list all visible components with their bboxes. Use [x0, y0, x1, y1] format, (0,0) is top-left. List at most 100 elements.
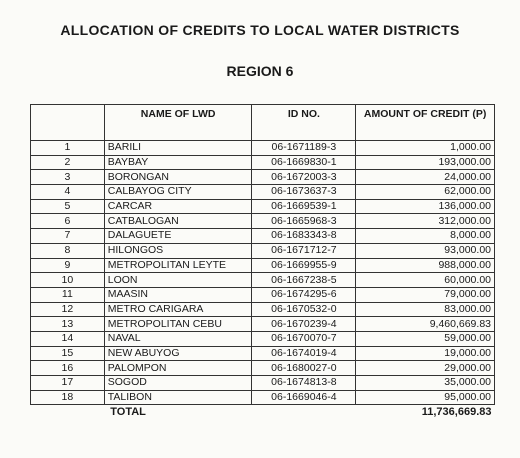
row-id-number: 06-1669830-1 [251, 154, 357, 171]
table-row: 9 METROPOLITAN LEYTE 06-1669955-9 988,000.0… [30, 257, 495, 274]
row-amount: 93,000.00 [355, 242, 495, 259]
table-row: 5 CARCAR 06-1669539-1 136,000.00 [30, 198, 495, 215]
table-row: 12 METRO CARIGARA 06-1670532-0 83,000.00 [30, 301, 495, 318]
row-id-number: 06-1665968-3 [251, 213, 357, 230]
row-id-number: 06-1670239-4 [251, 316, 357, 332]
row-id-number: 06-1680027-0 [251, 360, 357, 376]
row-amount: 60,000.00 [355, 272, 495, 288]
table-row: 16 PALOMPON 06-1680027-0 29,000.00 [30, 360, 495, 376]
total-spacer [31, 405, 105, 419]
total-spacer-2 [252, 405, 356, 419]
row-number: 11 [30, 286, 105, 303]
row-number: 18 [30, 389, 105, 406]
table-row: 18 TALIBON 06-1669046-4 95,000.00 [30, 389, 495, 406]
row-lwd-name: BAYBAY [103, 154, 253, 171]
row-number: 13 [30, 316, 105, 332]
table-row: 6 CATBALOGAN 06-1665968-3 312,000.00 [30, 213, 495, 230]
row-number: 15 [30, 345, 105, 362]
row-number: 17 [30, 375, 105, 391]
total-amount: 11,736,669.83 [421, 405, 492, 418]
row-id-number: 06-1673637-3 [251, 184, 357, 200]
row-number: 5 [30, 198, 105, 215]
row-id-number: 06-1670532-0 [251, 301, 357, 318]
table-row: 11 MAASIN 06-1674295-6 79,000.00 [30, 286, 495, 303]
row-amount: 95,000.00 [355, 389, 495, 406]
row-id-number: 06-1667238-5 [251, 272, 357, 288]
row-number: 2 [30, 154, 105, 171]
row-number: 1 [30, 140, 105, 156]
row-number: 3 [30, 169, 105, 186]
row-amount: 59,000.00 [355, 330, 495, 347]
row-id-number: 06-1674295-6 [251, 286, 357, 303]
table-row: 13 METROPOLITAN CEBU 06-1670239-4 9,460,669… [30, 316, 495, 332]
row-id-number: 06-1669046-4 [251, 389, 357, 406]
row-id-number: 06-1669539-1 [251, 198, 357, 215]
row-amount: 1,000.00 [355, 140, 495, 156]
row-lwd-name: BORONGAN [103, 169, 253, 186]
document-title: ALLOCATION OF CREDITS TO LOCAL WATER DIS… [60, 22, 460, 38]
row-lwd-name: NAVAL [103, 330, 253, 347]
row-number: 4 [30, 184, 105, 200]
row-lwd-name: CATBALOGAN [103, 213, 253, 230]
table-row: 10 LOON 06-1667238-5 60,000.00 [30, 272, 495, 288]
row-lwd-name: DALAGUETE [103, 228, 253, 244]
row-lwd-name: METROPOLITAN CEBU [103, 316, 253, 332]
row-number: 14 [30, 330, 105, 347]
row-number: 9 [30, 257, 105, 274]
row-amount: 24,000.00 [355, 169, 495, 186]
row-number: 12 [30, 301, 105, 318]
header-id: ID NO. [251, 104, 357, 141]
row-amount: 19,000.00 [355, 345, 495, 362]
row-lwd-name: CARCAR [103, 198, 253, 215]
row-lwd-name: SOGOD [103, 375, 253, 391]
total-label: TOTAL [110, 405, 146, 418]
row-amount: 35,000.00 [355, 375, 495, 391]
table-header-row: NAME OF LWD ID NO. AMOUNT OF CREDIT (P) [30, 104, 495, 141]
row-number: 10 [30, 272, 105, 288]
row-number: 8 [30, 242, 105, 259]
row-lwd-name: CALBAYOG CITY [103, 184, 253, 200]
table-row: 3 BORONGAN 06-1672003-3 24,000.00 [30, 169, 495, 186]
row-amount: 136,000.00 [355, 198, 495, 215]
table-row: 4 CALBAYOG CITY 06-1673637-3 62,000.00 [30, 184, 495, 200]
row-number: 7 [30, 228, 105, 244]
row-id-number: 06-1670070-7 [251, 330, 357, 347]
table-row: 14 NAVAL 06-1670070-7 59,000.00 [30, 330, 495, 347]
row-amount: 83,000.00 [355, 301, 495, 318]
row-amount: 193,000.00 [355, 154, 495, 171]
row-id-number: 06-1671189-3 [251, 140, 357, 156]
row-lwd-name: METRO CARIGARA [103, 301, 253, 318]
table-row: 7 DALAGUETE 06-1683343-8 8,000.00 [30, 228, 495, 244]
table-row: 17 SOGOD 06-1674813-8 35,000.00 [30, 375, 495, 391]
header-amount: AMOUNT OF CREDIT (P) [355, 104, 495, 141]
table-row: 15 NEW ABUYOG 06-1674019-4 19,000.00 [30, 345, 495, 362]
row-amount: 79,000.00 [355, 286, 495, 303]
header-number [30, 104, 105, 141]
total-row: TOTAL 11,736,669.83 [31, 405, 495, 419]
row-id-number: 06-1674813-8 [251, 375, 357, 391]
row-id-number: 06-1669955-9 [251, 257, 357, 274]
row-lwd-name: NEW ABUYOG [103, 345, 253, 362]
row-id-number: 06-1674019-4 [251, 345, 357, 362]
table-row: 1 BARILI 06-1671189-3 1,000.00 [30, 140, 495, 156]
row-lwd-name: BARILI [103, 140, 253, 156]
row-lwd-name: LOON [103, 272, 253, 288]
row-amount: 29,000.00 [355, 360, 495, 376]
row-number: 16 [30, 360, 105, 376]
row-id-number: 06-1683343-8 [251, 228, 357, 244]
credits-table: NAME OF LWD ID NO. AMOUNT OF CREDIT (P) … [30, 104, 495, 419]
row-lwd-name: PALOMPON [103, 360, 253, 376]
row-lwd-name: TALIBON [103, 389, 253, 406]
row-amount: 988,000.00 [355, 257, 495, 274]
row-amount: 62,000.00 [355, 184, 495, 200]
row-lwd-name: METROPOLITAN LEYTE [103, 257, 253, 274]
region-heading: REGION 6 [226, 63, 294, 79]
row-id-number: 06-1672003-3 [251, 169, 357, 186]
row-amount: 312,000.00 [355, 213, 495, 230]
row-number: 6 [30, 213, 105, 230]
row-lwd-name: MAASIN [103, 286, 253, 303]
row-lwd-name: HILONGOS [103, 242, 253, 259]
table-row: 8 HILONGOS 06-1671712-7 93,000.00 [30, 242, 495, 259]
row-amount: 8,000.00 [355, 228, 495, 244]
table-row: 2 BAYBAY 06-1669830-1 193,000.00 [30, 154, 495, 171]
